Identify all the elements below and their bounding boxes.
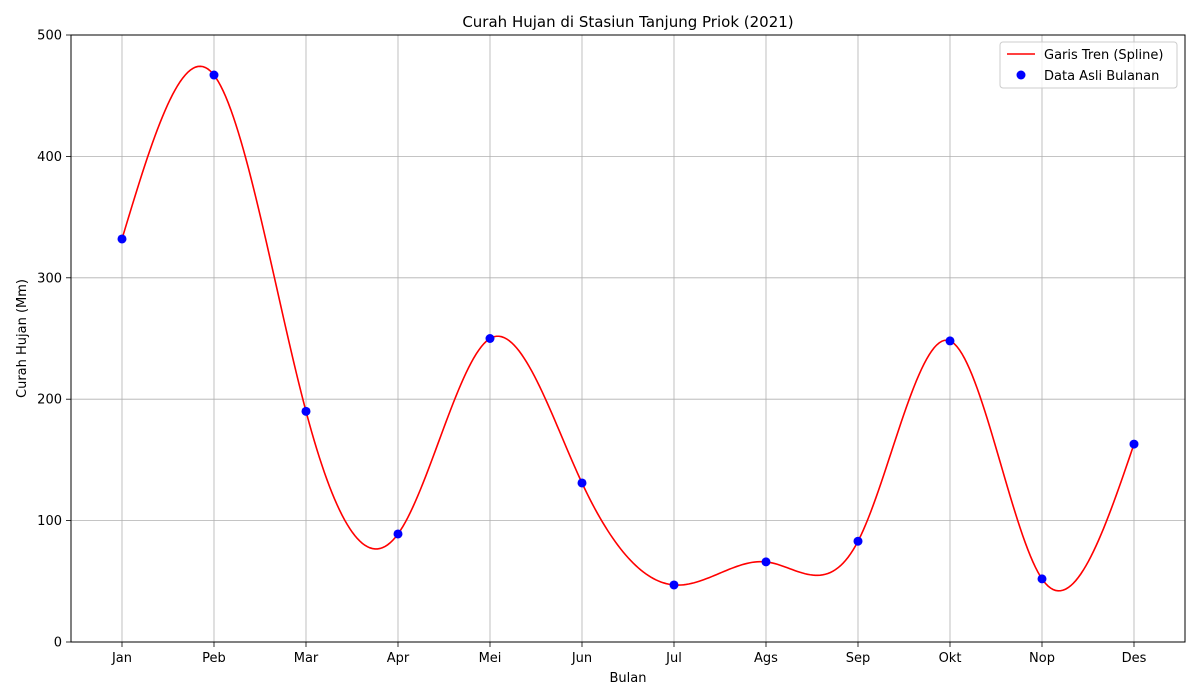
data-point (577, 478, 587, 488)
x-axis-title: Bulan (610, 671, 647, 686)
data-points-series (117, 70, 1139, 590)
x-tick-label: Peb (202, 651, 226, 666)
y-axis-ticks: 0 100 200 300 400 500 (37, 29, 71, 651)
y-tick-label: 400 (37, 150, 62, 165)
x-axis-ticks: Jan Peb Mar Apr Mei Jun Jul Ags Sep Okt Nop Des (111, 642, 1147, 666)
data-point (117, 234, 127, 244)
data-point (301, 406, 311, 416)
x-tick-label: Jul (665, 651, 682, 666)
trend-line-series (121, 65, 1135, 592)
data-point (393, 529, 403, 539)
x-tick-label: Jan (111, 651, 132, 666)
x-tick-label: Sep (846, 651, 871, 666)
y-tick-label: 300 (37, 271, 62, 286)
x-tick-label: Nop (1029, 651, 1055, 666)
chart-title: Curah Hujan di Stasiun Tanjung Priok (20… (462, 13, 793, 31)
x-tick-label: Mar (294, 651, 319, 666)
legend-label-data: Data Asli Bulanan (1044, 69, 1159, 84)
y-tick-label: 500 (37, 29, 62, 44)
data-point (945, 336, 955, 346)
legend-box (999, 41, 1178, 89)
x-tick-label: Jun (571, 651, 592, 666)
y-axis-title: Curah Hujan (Mm) (15, 279, 30, 398)
x-tick-label: Ags (754, 651, 778, 666)
y-tick-label: 0 (54, 636, 62, 651)
x-tick-label: Apr (387, 651, 410, 666)
data-point (853, 536, 863, 546)
legend-marker-swatch (1016, 70, 1026, 80)
data-point (485, 334, 495, 343)
trend-line (121, 65, 1135, 592)
data-point (761, 557, 771, 567)
legend-label-trend: Garis Tren (Spline) (1044, 48, 1163, 63)
y-tick-label: 100 (37, 514, 62, 529)
plot-frame (70, 34, 1186, 643)
x-tick-label: Okt (939, 651, 962, 666)
legend: Garis Tren (Spline) Data Asli Bulanan (999, 41, 1178, 89)
x-tick-label: Des (1122, 651, 1147, 666)
x-tick-label: Mei (479, 651, 502, 666)
data-point (1037, 574, 1047, 584)
data-point (209, 70, 219, 80)
data-point (1129, 439, 1139, 449)
y-tick-label: 200 (37, 393, 62, 408)
data-point (669, 580, 679, 590)
